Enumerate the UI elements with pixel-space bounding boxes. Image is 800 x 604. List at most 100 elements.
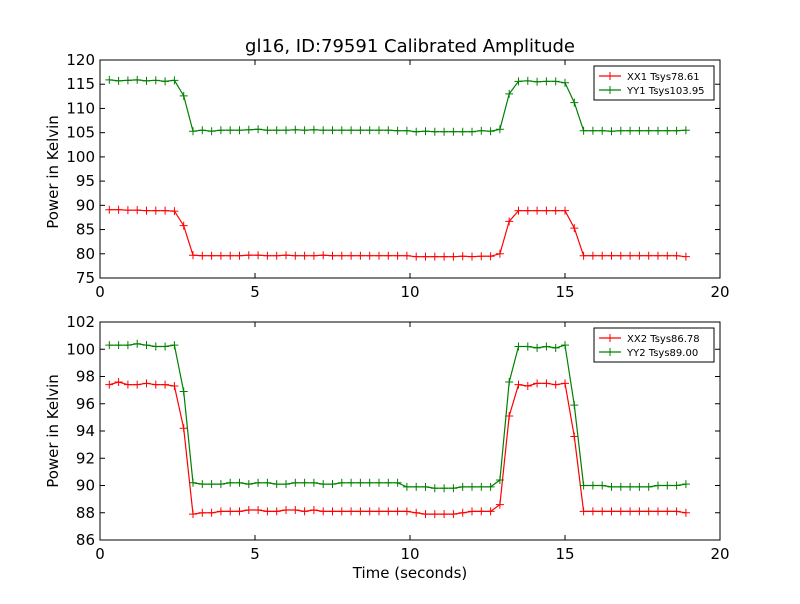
data-point xyxy=(282,506,290,515)
data-point xyxy=(244,506,253,515)
y-tick-label: 102 xyxy=(66,313,95,331)
data-point xyxy=(272,251,281,260)
data-point xyxy=(672,481,681,490)
data-point xyxy=(254,506,263,515)
data-point xyxy=(254,125,263,134)
data-point xyxy=(468,127,476,136)
y-tick-label: 92 xyxy=(76,449,95,467)
data-point xyxy=(588,251,597,260)
legend-marker xyxy=(606,72,614,80)
data-point xyxy=(514,342,523,351)
data-point xyxy=(663,481,672,490)
data-point xyxy=(495,500,504,509)
data-point xyxy=(291,478,300,487)
data-point xyxy=(105,205,114,214)
data-point xyxy=(430,484,439,493)
y-tick-label: 110 xyxy=(66,99,95,117)
legend-marker xyxy=(606,334,614,342)
data-point xyxy=(607,482,616,491)
data-point xyxy=(412,482,421,491)
data-point xyxy=(635,251,644,260)
data-point xyxy=(207,508,216,517)
data-point xyxy=(170,382,179,391)
data-point xyxy=(198,251,207,260)
legend-box xyxy=(593,327,715,363)
data-point xyxy=(282,480,290,489)
data-point xyxy=(319,251,328,260)
data-point xyxy=(533,379,542,388)
data-point xyxy=(189,251,197,260)
data-point xyxy=(579,126,588,135)
data-point xyxy=(226,251,235,260)
data-point xyxy=(644,251,653,260)
data-point xyxy=(123,380,132,389)
data-point xyxy=(375,126,383,135)
data-point xyxy=(347,507,356,516)
data-point xyxy=(505,217,514,226)
y-tick-label: 90 xyxy=(76,196,95,214)
data-point xyxy=(263,478,272,487)
data-point xyxy=(449,252,458,261)
y-tick-label: 86 xyxy=(76,531,95,549)
legend-label: XX1 Tsys78.61 xyxy=(627,72,700,83)
data-point xyxy=(449,127,458,136)
data-point xyxy=(486,127,495,136)
y-tick-label: 85 xyxy=(76,221,95,239)
data-point xyxy=(644,126,653,135)
data-point xyxy=(672,126,681,135)
data-point xyxy=(347,126,356,135)
data-point xyxy=(309,251,318,260)
data-point xyxy=(402,482,411,491)
top-chart-legend: XX1 Tsys78.61 YY1 Tsys103.95 xyxy=(593,65,715,101)
data-point xyxy=(198,508,207,517)
data-point xyxy=(654,251,662,260)
data-point xyxy=(495,476,504,485)
data-point xyxy=(142,379,151,388)
y-axis-label: Power in Kelvin xyxy=(44,115,62,229)
data-point xyxy=(579,481,588,490)
top-chart-series xyxy=(105,75,690,261)
data-point xyxy=(477,252,486,261)
data-point xyxy=(430,510,439,519)
data-point xyxy=(570,432,579,441)
data-point xyxy=(263,126,272,135)
data-point xyxy=(244,480,253,489)
series-yy xyxy=(105,75,690,136)
data-point xyxy=(179,424,188,433)
data-point xyxy=(486,507,495,516)
data-point xyxy=(495,249,504,258)
legend-marker xyxy=(606,86,614,94)
data-point xyxy=(607,507,616,516)
data-point xyxy=(477,482,486,491)
data-point xyxy=(570,401,579,410)
data-point xyxy=(272,126,281,135)
data-point xyxy=(207,480,216,489)
data-point xyxy=(179,91,188,100)
data-point xyxy=(681,480,690,489)
data-point xyxy=(663,126,672,135)
x-tick-label: 10 xyxy=(400,545,419,563)
data-point xyxy=(561,206,569,215)
data-point xyxy=(579,251,588,260)
x-tick-label: 5 xyxy=(250,283,260,301)
legend-marker xyxy=(606,348,614,356)
y-tick-label: 100 xyxy=(66,340,95,358)
data-point xyxy=(328,507,337,516)
data-point xyxy=(365,507,374,516)
data-point xyxy=(421,127,430,136)
data-point xyxy=(533,206,542,215)
data-point xyxy=(449,484,458,493)
data-point xyxy=(468,507,476,516)
data-point xyxy=(151,206,160,215)
data-point xyxy=(226,126,235,135)
data-point xyxy=(477,507,486,516)
data-point xyxy=(170,341,179,350)
data-point xyxy=(189,510,197,519)
data-point xyxy=(402,251,411,260)
bottom-chart-series xyxy=(105,339,690,519)
y-tick-label: 95 xyxy=(76,172,95,190)
data-point xyxy=(635,507,644,516)
data-point xyxy=(226,507,235,516)
data-point xyxy=(356,507,365,516)
data-point xyxy=(161,77,170,86)
